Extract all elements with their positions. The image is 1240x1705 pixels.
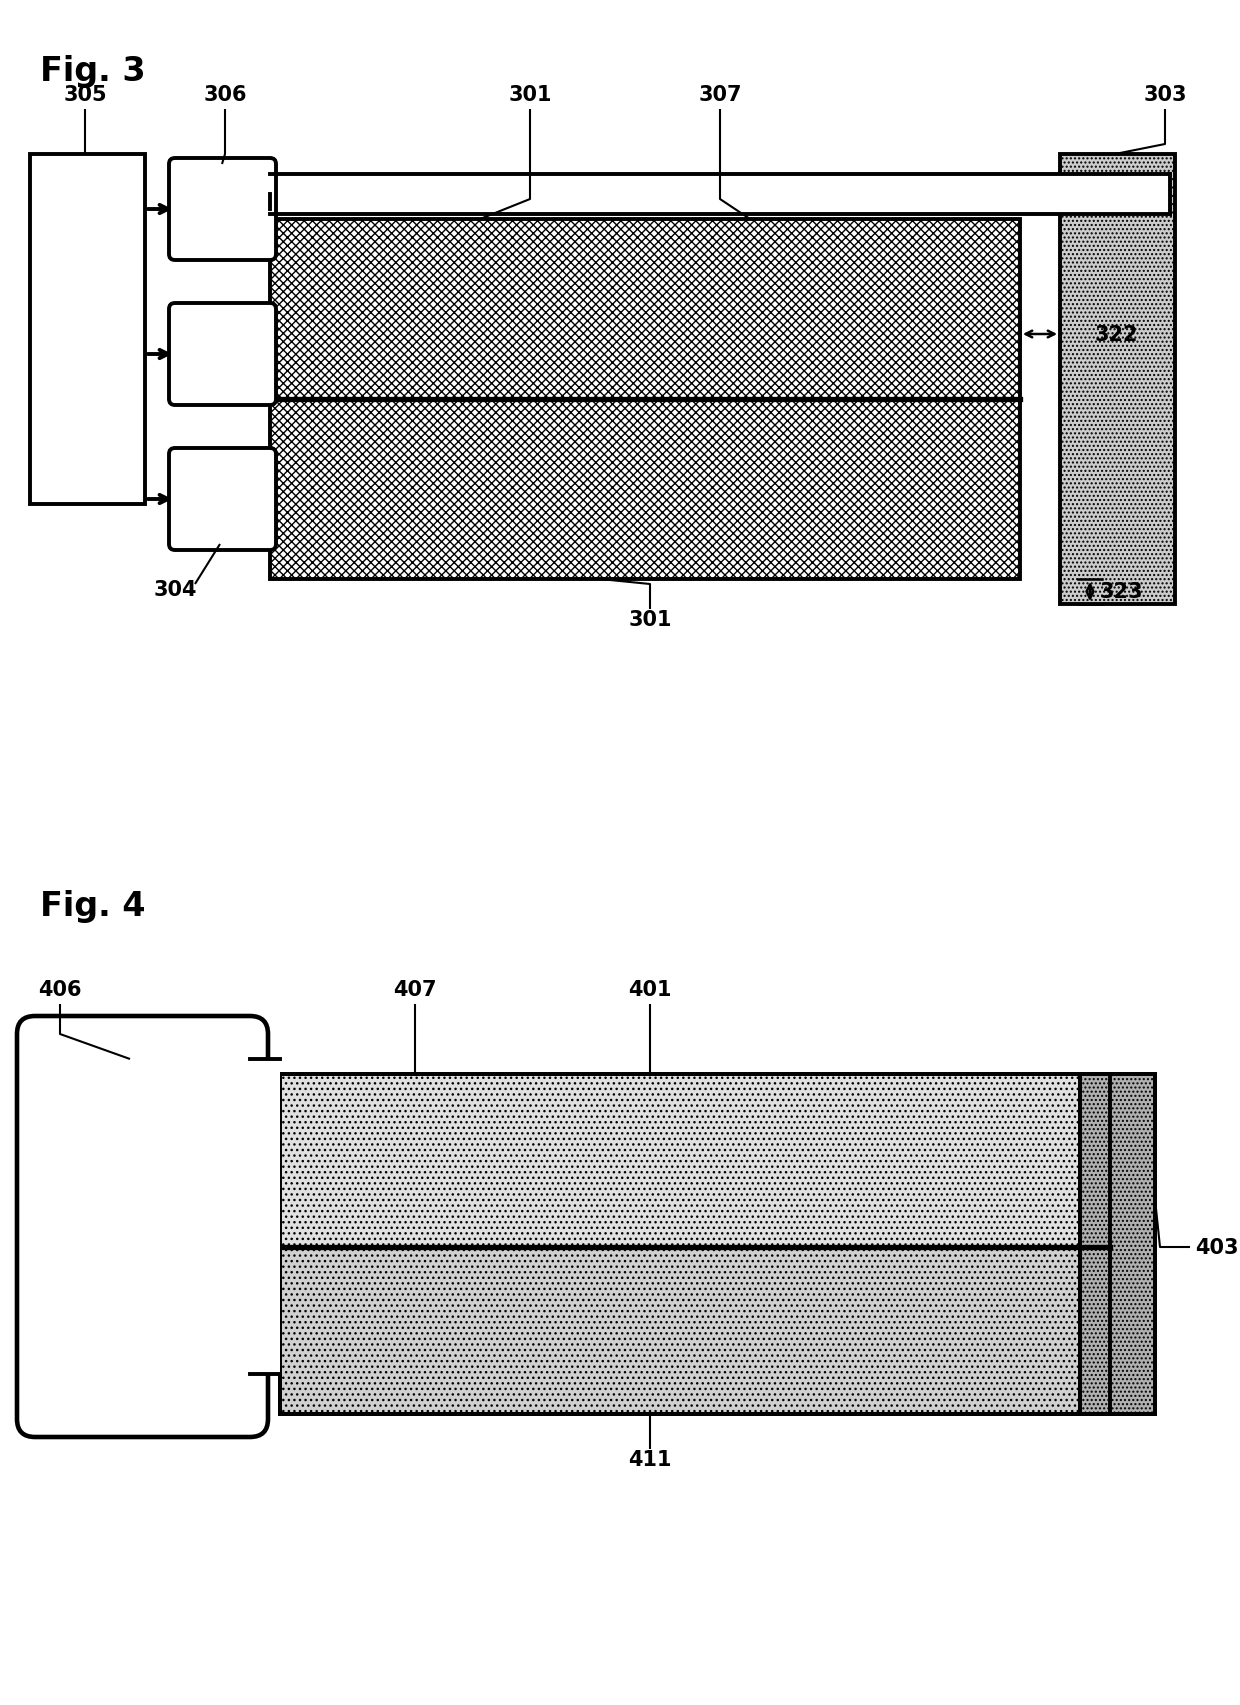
Text: 304: 304 xyxy=(154,580,197,600)
FancyBboxPatch shape xyxy=(169,448,277,551)
Text: 301: 301 xyxy=(629,610,672,629)
Bar xyxy=(280,1248,1110,1413)
Text: 307: 307 xyxy=(698,85,742,106)
Bar xyxy=(280,1074,1110,1413)
Text: 303: 303 xyxy=(1143,85,1187,106)
Text: 301: 301 xyxy=(508,85,552,106)
Text: 305: 305 xyxy=(63,85,107,106)
Bar xyxy=(270,220,1021,580)
Text: 306: 306 xyxy=(203,85,247,106)
Bar xyxy=(270,176,1171,215)
Bar xyxy=(1060,155,1176,605)
Text: 411: 411 xyxy=(629,1449,672,1470)
Bar xyxy=(280,1074,1110,1248)
Text: 403: 403 xyxy=(1195,1238,1239,1257)
Bar xyxy=(1080,1074,1154,1413)
Text: 323: 323 xyxy=(1100,581,1143,602)
FancyBboxPatch shape xyxy=(17,1016,268,1437)
Bar xyxy=(30,155,145,505)
Text: 407: 407 xyxy=(393,979,436,999)
Text: Fig. 3: Fig. 3 xyxy=(40,55,145,89)
FancyBboxPatch shape xyxy=(169,303,277,406)
Text: 322: 322 xyxy=(1095,326,1138,344)
Bar xyxy=(1080,1074,1154,1413)
FancyBboxPatch shape xyxy=(169,159,277,261)
Text: 406: 406 xyxy=(38,979,82,999)
Text: 401: 401 xyxy=(629,979,672,999)
Bar xyxy=(250,1059,280,1374)
Text: Fig. 4: Fig. 4 xyxy=(40,890,145,922)
